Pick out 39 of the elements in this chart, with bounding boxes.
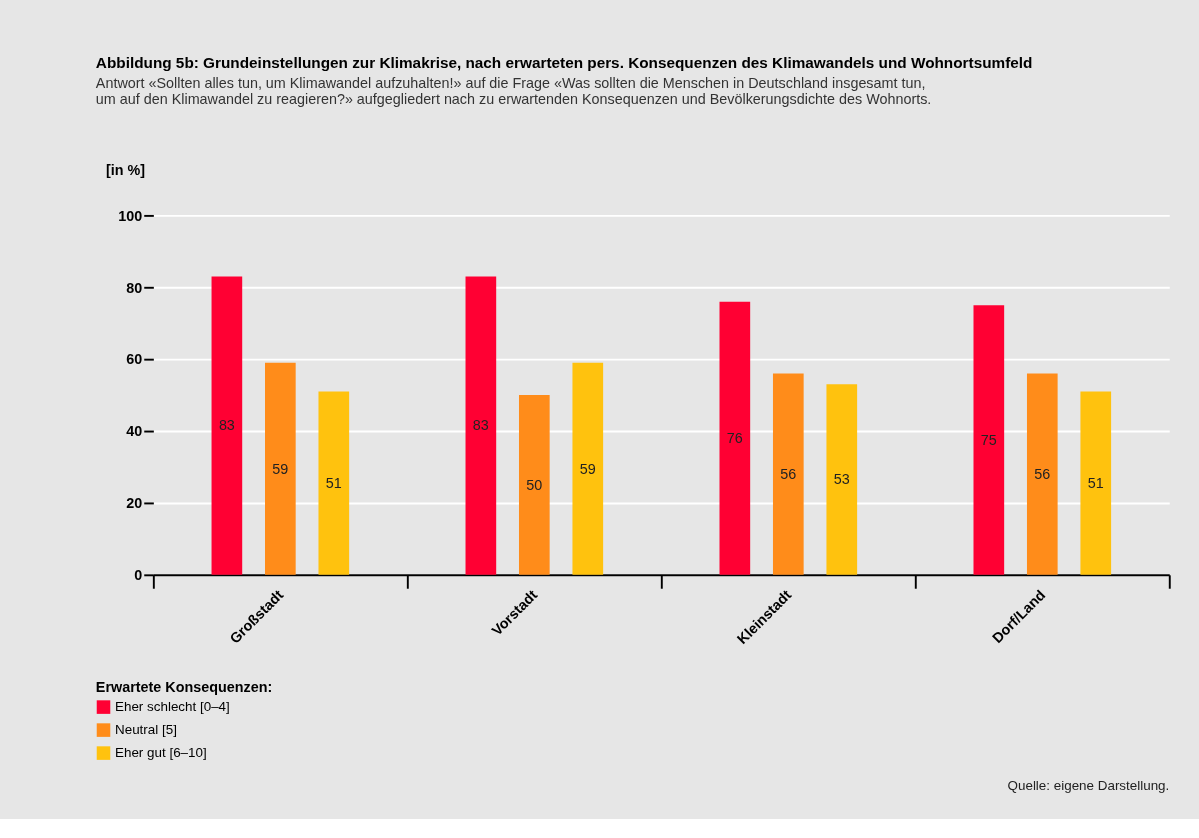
data-label: 51	[1087, 474, 1104, 491]
bar	[318, 391, 350, 575]
data-label: 50	[526, 476, 543, 493]
y-tick-label: 0	[134, 567, 143, 584]
bar	[719, 301, 751, 575]
data-label: 83	[218, 417, 235, 434]
data-label: 59	[272, 460, 289, 477]
bar	[211, 276, 243, 575]
y-tick-label: 60	[126, 351, 143, 368]
bar	[1026, 373, 1058, 575]
y-axis-title: [in %]	[105, 161, 145, 178]
y-tick-label: 40	[126, 423, 143, 440]
y-tick-label: 80	[126, 279, 143, 296]
data-label: 76	[726, 430, 743, 447]
bar	[772, 373, 804, 575]
text: Antwort «Sollten alles tun, um Klimawandel aufzuhalten!» auf die Frage «Was sollten die Menschen in Deutschland insgesamt tun,	[95, 74, 926, 91]
bar	[826, 384, 858, 575]
chart-title: Abbildung 5b: Grundeinstellungen zur Klimakrise, nach erwarteten pers. Konsequenzen des Klimawandels und Wohnortsumfeld	[95, 53, 1033, 71]
legend-label: Neutral [5]	[115, 721, 177, 737]
data-label: 56	[780, 465, 797, 482]
bar	[518, 395, 550, 575]
data-label: 51	[325, 474, 342, 491]
bar	[265, 362, 296, 575]
legend-title: Erwartete Konsequenzen:	[95, 678, 273, 695]
source-note: Quelle: eigene Darstellung.	[1007, 777, 1170, 793]
text: um auf den Klimawandel zu reagieren?» aufgegliedert nach zu erwartenden Konsequenzen und Bevölkerungsdichte des Wohnorts.	[95, 91, 932, 108]
bar	[572, 362, 604, 575]
data-label: 53	[833, 471, 850, 488]
legend-label: Eher schlecht [0–4]	[115, 698, 230, 714]
data-label: 75	[980, 431, 997, 448]
y-tick-label: 100	[118, 207, 143, 224]
bar	[465, 276, 497, 575]
bar	[1080, 391, 1112, 575]
y-tick-label: 20	[126, 495, 143, 512]
legend-label: Eher gut [6–10]	[115, 744, 207, 760]
data-label: 56	[1034, 465, 1051, 482]
bar	[973, 305, 1005, 575]
data-label: 59	[579, 460, 596, 477]
data-label: 83	[472, 417, 489, 434]
